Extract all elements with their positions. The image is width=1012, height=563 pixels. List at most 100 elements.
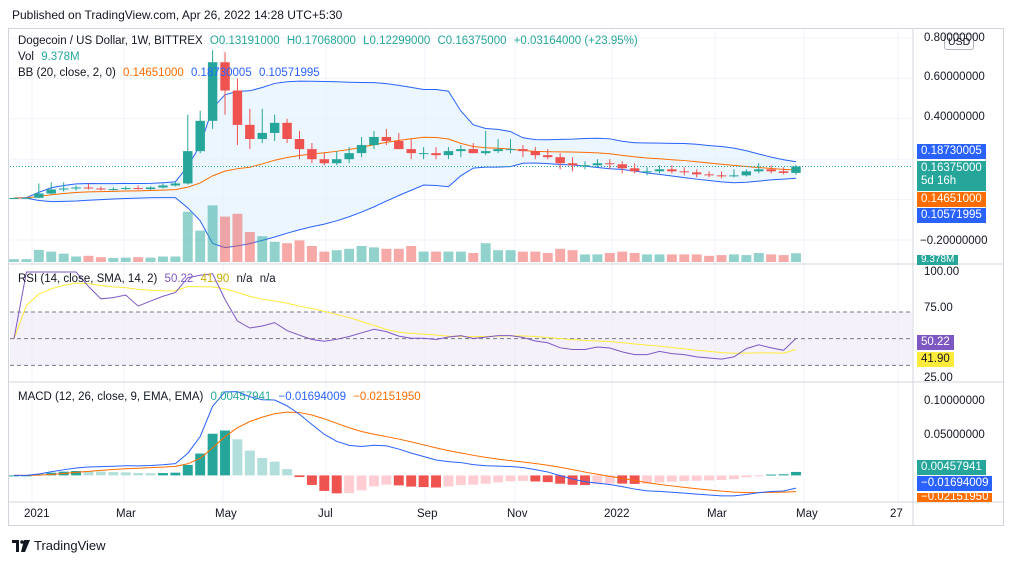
volume-bar <box>9 259 19 262</box>
candle-body <box>195 120 205 152</box>
time-axis-label: 2022 <box>604 508 630 520</box>
bb-legend: BB (20, close, 2, 0) 0.14651000 0.187300… <box>18 67 324 79</box>
volume-bar <box>480 243 491 262</box>
macd-signal-value: −0.02151950 <box>353 391 421 403</box>
candle-body <box>133 188 143 190</box>
volume-bar <box>455 251 466 262</box>
candle-body <box>468 149 478 154</box>
macd-histogram-bar <box>418 475 429 488</box>
volume-bar <box>21 259 32 262</box>
volume-bar <box>778 255 789 262</box>
macd-histogram-bar <box>369 475 379 487</box>
macd-signal-tag: −0.02151950 <box>917 493 993 502</box>
volume-bar <box>791 253 801 262</box>
macd-histogram-bar <box>319 475 330 491</box>
volume-bar <box>207 205 218 262</box>
bb-mid-value: 0.14651000 <box>123 67 184 79</box>
volume-bar <box>654 254 665 262</box>
volume-bar <box>753 253 764 262</box>
candle-body <box>269 122 280 133</box>
candle-body <box>46 189 56 194</box>
close-value: C0.16375000 <box>437 35 507 47</box>
rsi-legend: RSI (14, close, SMA, 14, 2) 50.22 41.90 … <box>18 273 280 285</box>
price-axis-label: 0.60000000 <box>924 71 985 83</box>
macd-histogram-bar <box>542 475 553 483</box>
volume-bar <box>244 232 255 262</box>
volume-bar <box>505 250 516 262</box>
candle-body <box>257 132 267 139</box>
candle-body <box>691 172 702 175</box>
volume-bar <box>679 254 690 262</box>
rsi-label: RSI (14, close, SMA, 14, 2) <box>18 273 158 285</box>
volume-bar <box>170 256 181 262</box>
macd-histogram-bar <box>195 453 206 476</box>
macd-histogram-bar <box>120 472 131 476</box>
tradingview-logo-icon <box>12 539 30 552</box>
vol-label: Vol <box>18 51 34 63</box>
macd-histogram-bar <box>71 470 82 476</box>
bb-lower-tag: 0.10571995 <box>917 208 986 223</box>
volume-bar <box>95 257 106 262</box>
macd-histogram-bar <box>282 469 293 476</box>
macd-histogram-bar <box>567 475 578 485</box>
macd-histogram-bar <box>331 475 342 494</box>
volume-bar <box>666 254 677 262</box>
macd-histogram-bar <box>530 475 541 482</box>
macd-histogram-bar <box>505 475 516 482</box>
bb-fill <box>14 81 796 248</box>
vol-value: 9.378M <box>41 51 80 63</box>
brand[interactable]: TradingView <box>12 538 106 553</box>
volume-bar <box>468 253 479 262</box>
volume-bar <box>269 241 280 262</box>
candle-body <box>381 136 392 142</box>
macd-histogram-bar <box>691 475 702 481</box>
volume-bar <box>691 254 702 262</box>
macd-label: MACD (12, 26, close, 9, EMA, EMA) <box>18 391 204 403</box>
candle-body <box>592 163 603 166</box>
price-axis-label: −0.20000000 <box>920 235 988 247</box>
rsi-sma-tag: 41.90 <box>917 352 954 367</box>
macd-histogram-bar <box>753 475 764 477</box>
candle-body <box>778 171 789 173</box>
countdown-text: 5d 16h <box>921 175 957 187</box>
macd-histogram-bar <box>170 472 181 476</box>
volume-bar <box>145 257 156 262</box>
currency-button[interactable]: USD <box>944 34 975 50</box>
macd-histogram-bar <box>9 475 19 477</box>
volume-bar <box>195 230 206 262</box>
volume-bar <box>393 248 404 262</box>
candle-body <box>679 171 690 173</box>
candle-body <box>567 163 578 166</box>
vol-tag: 9.378M <box>917 255 959 265</box>
volume-bar <box>344 248 355 262</box>
candle-body <box>654 169 665 172</box>
macd-histogram-bar <box>493 475 504 483</box>
candle-body <box>96 188 106 190</box>
rsi-na-2: n/a <box>259 273 276 285</box>
bb-upper-value: 0.18730005 <box>190 67 252 79</box>
volume-bar <box>331 250 342 262</box>
candle-body <box>170 183 181 186</box>
time-axis-label: Nov <box>507 508 528 520</box>
candle-body <box>456 149 466 152</box>
volume-bar <box>108 257 119 262</box>
volume-bar <box>741 255 752 262</box>
macd-histogram-bar <box>666 475 677 482</box>
volume-bar <box>356 246 367 262</box>
candle-body <box>245 124 255 139</box>
time-axis-label: Mar <box>116 508 136 520</box>
macd-line-value: −0.01694009 <box>278 391 346 403</box>
volume-bar <box>542 253 553 262</box>
time-axis-label: Sep <box>417 508 438 520</box>
volume-bar <box>617 251 628 262</box>
macd-histogram-bar <box>406 475 417 487</box>
candle-body <box>741 171 752 176</box>
macd-histogram-bar <box>704 475 715 481</box>
candle-body <box>207 62 218 121</box>
macd-histogram-bar <box>778 474 789 476</box>
candle-body <box>716 175 727 177</box>
macd-line-tag: −0.01694009 <box>917 476 993 491</box>
volume-bar <box>517 251 528 262</box>
volume-bar <box>766 254 777 262</box>
